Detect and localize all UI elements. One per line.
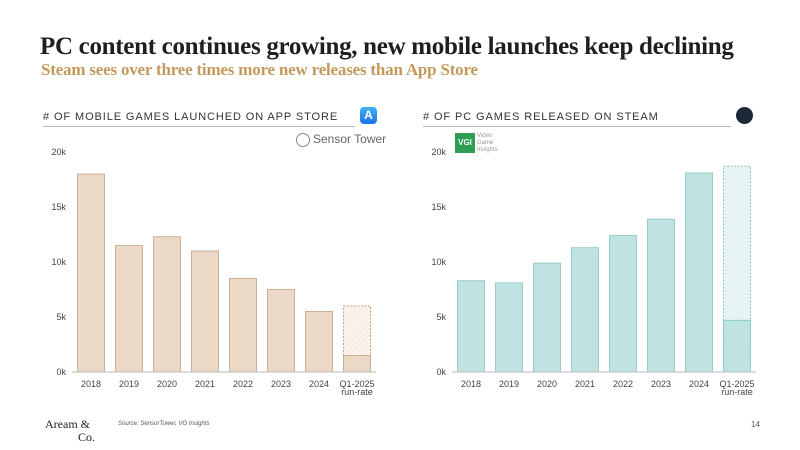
x-tick-label: 2022 <box>613 379 633 389</box>
company-logo-line2: Co. <box>78 430 96 444</box>
x-tick-label: 2021 <box>575 379 595 389</box>
app-store-bar-chart: 0k 5k 10k 15k 20k 2018 2019 2020 2021 2022 2023 202… <box>51 147 376 397</box>
y-tick-label: 0k <box>436 367 446 377</box>
x-tick-label: 2020 <box>537 379 557 389</box>
vgi-word: Video <box>477 133 493 139</box>
bar <box>647 218 675 373</box>
page-number: 14 <box>751 420 760 429</box>
bar <box>305 311 333 373</box>
vgi-word: Game <box>477 140 494 146</box>
y-tick-label: 15k <box>51 202 66 212</box>
x-tick-label: 2024 <box>309 379 329 389</box>
vgi-logo-words: Video Game Insights <box>477 133 498 154</box>
vgi-logo: VGI <box>455 133 475 153</box>
steam-bar-chart: 0k 5k 10k 15k 20k 2018 2019 2020 2021 2022 2023 202… <box>431 147 756 397</box>
company-logo-line1: Aream & <box>45 417 90 431</box>
bar <box>723 319 751 373</box>
y-tick-label: 0k <box>56 367 66 377</box>
x-tick-label: 2021 <box>195 379 215 389</box>
bar <box>267 289 295 373</box>
y-tick-label: 10k <box>51 257 66 267</box>
bar <box>191 250 219 373</box>
x-tick-label: Q1-2025 <box>719 379 754 389</box>
y-tick-label: 20k <box>431 147 446 157</box>
x-tick-label: Q1-2025 <box>339 379 374 389</box>
y-tick-label: 15k <box>431 202 446 212</box>
right-title-rule <box>423 126 731 127</box>
bar <box>77 173 105 373</box>
y-tick-label: 5k <box>56 312 66 322</box>
x-tick-label: 2019 <box>119 379 139 389</box>
x-tick-label: 2023 <box>271 379 291 389</box>
page-title: PC content continues growing, new mobile… <box>40 33 734 60</box>
x-tick-label: 2018 <box>461 379 481 389</box>
bar <box>343 355 371 373</box>
vgi-word: Insights <box>477 147 498 153</box>
sensortower-mark-icon <box>296 133 310 147</box>
sensortower-logo-text: Sensor Tower <box>313 132 387 146</box>
right-chart-title: # OF PC GAMES RELEASED ON STEAM <box>423 111 659 123</box>
source-note: Source: SensorTower, VG Insights <box>118 421 210 427</box>
bar <box>457 280 485 373</box>
bar <box>533 262 561 373</box>
bar <box>115 245 143 373</box>
y-tick-label: 5k <box>436 312 446 322</box>
x-tick-label: 2019 <box>499 379 519 389</box>
x-tick-sublabel: run-rate <box>341 387 373 397</box>
x-tick-label: 2020 <box>157 379 177 389</box>
bar <box>153 236 181 373</box>
y-tick-label: 20k <box>51 147 66 157</box>
bar <box>571 247 599 373</box>
steam-icon <box>736 107 753 124</box>
bar <box>495 282 523 373</box>
bar <box>229 278 257 373</box>
x-tick-sublabel: run-rate <box>721 387 753 397</box>
left-chart-title: # OF MOBILE GAMES LAUNCHED ON APP STORE <box>43 111 339 123</box>
x-tick-label: 2022 <box>233 379 253 389</box>
x-tick-label: 2023 <box>651 379 671 389</box>
x-tick-label: 2024 <box>689 379 709 389</box>
app-store-icon: A <box>360 107 377 124</box>
x-tick-label: 2018 <box>81 379 101 389</box>
y-tick-label: 10k <box>431 257 446 267</box>
page-subtitle: Steam sees over three times more new rel… <box>41 60 478 79</box>
bar <box>685 172 713 373</box>
left-title-rule <box>43 126 355 127</box>
bar <box>609 235 637 373</box>
